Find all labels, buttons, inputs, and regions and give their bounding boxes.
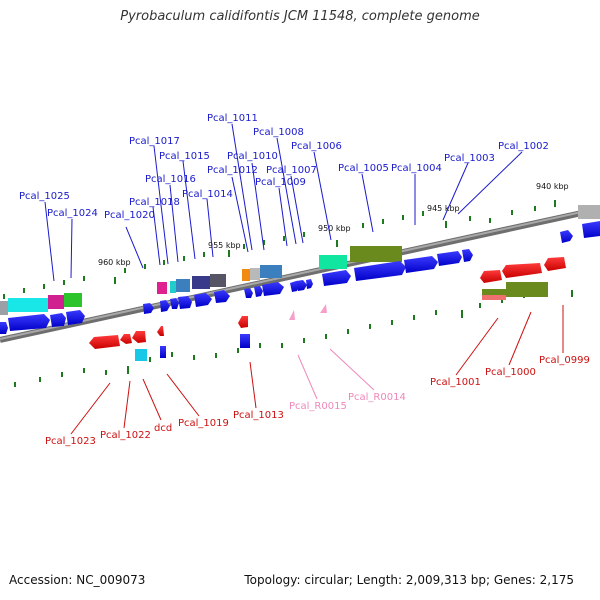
gene-label-pcal-1003: Pcal_1003 [444,153,495,164]
gene-label-pcal-1009: Pcal_1009 [255,177,306,188]
genome-summary-text: Topology: circular; Length: 2,009,313 bp… [244,573,574,587]
scale-ticks-upper [3,200,556,299]
accession-text: Accession: NC_009073 [9,573,146,587]
feature-blocks-forward [0,205,600,315]
scale-label-955: 955 kbp [208,241,241,250]
scale-label-950: 950 kbp [318,224,351,233]
gene-labels-rna: Pcal_R0015 Pcal_R0014 [289,392,406,412]
gene-label-pcal-1006: Pcal_1006 [291,141,342,152]
scale-ticks-lower [14,287,573,387]
leader-lines-forward [44,123,523,282]
gene-label-pcal-1010: Pcal_1010 [227,151,278,162]
gene-label-pcal-1017: Pcal_1017 [129,136,180,147]
genome-backbone [0,206,600,343]
feature-blocks-reverse [135,282,548,361]
gene-label-pcal-1001: Pcal_1001 [430,377,481,388]
scale-labels: 960 kbp 955 kbp 950 kbp 945 kbp 940 kbp [98,182,569,267]
gene-label-pcal-1004: Pcal_1004 [391,163,442,174]
gene-label-pcal-1014: Pcal_1014 [182,189,233,200]
gene-label-pcal-1013: Pcal_1013 [233,410,284,421]
gene-label-pcal-1012: Pcal_1012 [207,165,258,176]
scale-label-940: 940 kbp [536,182,569,191]
gene-labels-forward: Pcal_1025 Pcal_1024 Pcal_1020 Pcal_1018 … [19,113,549,221]
gene-label-pcal-1008: Pcal_1008 [253,127,304,138]
gene-label-pcal-1023: Pcal_1023 [45,436,96,447]
scale-label-960: 960 kbp [98,258,131,267]
gene-label-pcal-1005: Pcal_1005 [338,163,389,174]
gene-label-pcal-1024: Pcal_1024 [47,208,98,219]
cds-reverse [89,257,566,349]
gene-label-dcd: dcd [154,423,172,434]
gene-label-pcal-1018: Pcal_1018 [129,197,180,208]
cds-forward [0,221,600,334]
gene-label-pcal-1015: Pcal_1015 [159,151,210,162]
cds-reverse-blue [160,334,250,358]
gene-label-pcal-1007: Pcal_1007 [266,165,317,176]
gene-label-pcal-r0015: Pcal_R0015 [289,401,347,412]
gene-label-pcal-1020: Pcal_1020 [104,210,155,221]
gene-label-pcal-1019: Pcal_1019 [178,418,229,429]
gene-label-pcal-1016: Pcal_1016 [145,174,196,185]
scale-label-945: 945 kbp [427,204,460,213]
rna-genes [289,304,327,320]
gene-label-pcal-1022: Pcal_1022 [100,430,151,441]
gene-label-pcal-1025: Pcal_1025 [19,191,70,202]
leader-lines-rna [297,348,375,400]
leader-lines-reverse [70,305,564,435]
gene-labels-reverse: Pcal_1023 Pcal_1022 dcd Pcal_1019 Pcal_1… [45,355,590,447]
gene-label-pcal-1000: Pcal_1000 [485,367,536,378]
page-title: Pyrobaculum calidifontis JCM 11548, comp… [120,9,480,24]
gene-label-pcal-1002: Pcal_1002 [498,141,549,152]
gene-label-pcal-1011: Pcal_1011 [207,113,258,124]
gene-label-pcal-0999: Pcal_0999 [539,355,590,366]
gene-label-pcal-r0014: Pcal_R0014 [348,392,406,403]
